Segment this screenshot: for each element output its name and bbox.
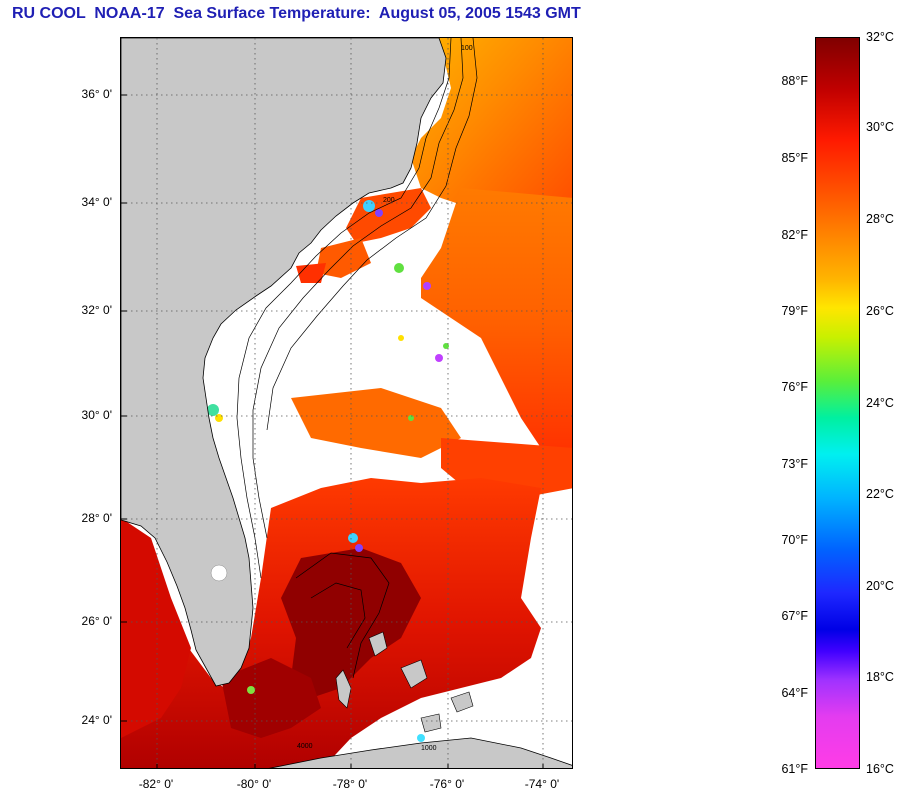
colorbar-c-label: 30°C (866, 120, 894, 134)
lat-label-30: 30° 0' (81, 408, 112, 422)
colorbar-f-label: 64°F (781, 686, 808, 700)
colorbar-c-label: 26°C (866, 304, 894, 318)
colorbar-f-label: 79°F (781, 304, 808, 318)
sst-shelf-patch-b (296, 263, 326, 283)
sst-gulf-west (121, 518, 191, 738)
sst-gulf-stream-north (411, 38, 572, 218)
contour-label: 100 (461, 45, 473, 52)
lake-okeechobee (210, 564, 228, 582)
contour-label: 1000 (421, 745, 437, 752)
colorbar-c-label: 24°C (866, 396, 894, 410)
lon-label-82: -82° 0' (138, 777, 174, 791)
sst-mid-patch (291, 388, 461, 458)
lat-label-26: 26° 0' (81, 614, 112, 628)
sst-east-offshore (421, 188, 572, 458)
colorbar-f-label: 88°F (781, 74, 808, 88)
colorbar-c-label: 18°C (866, 670, 894, 684)
colorbar-f-label: 76°F (781, 380, 808, 394)
colorbar-c-label: 28°C (866, 212, 894, 226)
lat-label-24: 24° 0' (81, 713, 112, 727)
contour-label: 4000 (297, 743, 313, 750)
colorbar-f-label: 67°F (781, 609, 808, 623)
lat-label-32: 32° 0' (81, 303, 112, 317)
colorbar-c-label: 16°C (866, 762, 894, 776)
graticule (121, 38, 572, 768)
land-cuba (268, 737, 572, 768)
sst-map-canvas: 100 200 1000 4000 (121, 38, 572, 768)
map-title: RU COOL NOAA-17 Sea Surface Temperature:… (12, 5, 581, 22)
colorbar-f-label: 82°F (781, 228, 808, 242)
land-southeast-us (121, 38, 447, 687)
colorbar-c-label: 20°C (866, 579, 894, 593)
sst-straits-hot (221, 658, 321, 738)
colorbar-f-label: 73°F (781, 457, 808, 471)
land-bahamas (335, 631, 474, 733)
lon-label-78: -78° 0' (332, 777, 368, 791)
lat-label-28: 28° 0' (81, 511, 112, 525)
colorbar-f-label: 70°F (781, 533, 808, 547)
lat-label-36: 36° 0' (81, 87, 112, 101)
lat-label-34: 34° 0' (81, 195, 112, 209)
sst-cool-patches (207, 200, 449, 742)
colorbar-c-label: 32°C (866, 30, 894, 44)
lon-label-76: -76° 0' (429, 777, 465, 791)
sst-shelf-patch-a (316, 238, 371, 278)
lon-label-74: -74° 0' (524, 777, 560, 791)
colorbar-f-label: 85°F (781, 151, 808, 165)
lon-label-80: -80° 0' (236, 777, 272, 791)
colorbar-f-label: 61°F (781, 762, 808, 776)
contour-label: 200 (383, 197, 395, 204)
colorbar-c-label: 22°C (866, 487, 894, 501)
tick-marks (121, 94, 544, 768)
bathymetry-contours (236, 38, 478, 679)
sst-map[interactable]: 100 200 1000 4000 (120, 37, 573, 769)
temperature-colorbar (815, 37, 860, 769)
